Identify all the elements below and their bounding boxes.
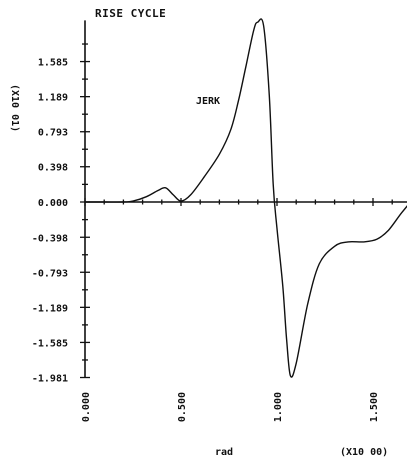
y-tick-label: 1.189	[38, 93, 68, 104]
y-tick-label: 1.585	[38, 58, 68, 69]
y-tick-label: -0.398	[32, 233, 68, 244]
x-tick-label: 1.000	[273, 392, 284, 422]
series-line-jerk	[84, 18, 407, 378]
x-multiplier-label: (X10 00)	[340, 447, 388, 458]
chart-title: RISE CYCLE	[95, 7, 166, 20]
series	[84, 18, 407, 378]
y-tick-label: 0.793	[38, 128, 68, 139]
ticks: 1.585 1.189 0.793 0.398 0.000 -0.398 -0.793 -1.…	[32, 43, 393, 422]
x-tick-label: 0.500	[177, 392, 188, 422]
y-tick-label: -0.793	[32, 268, 68, 279]
y-tick-label: -1.189	[32, 303, 68, 314]
y-multiplier-label: (X10 01)	[9, 84, 20, 132]
x-axis-label: rad	[215, 447, 233, 458]
y-tick-label: -1.981	[32, 374, 68, 385]
axes	[84, 20, 407, 378]
x-tick-label: 0.000	[81, 392, 92, 422]
y-tick-label: 0.398	[38, 163, 68, 174]
x-tick-label: 1.500	[369, 392, 380, 422]
y-tick-label: 0.000	[38, 198, 68, 209]
y-tick-label: -1.585	[32, 338, 68, 349]
curve-annotation: JERK	[196, 96, 220, 107]
